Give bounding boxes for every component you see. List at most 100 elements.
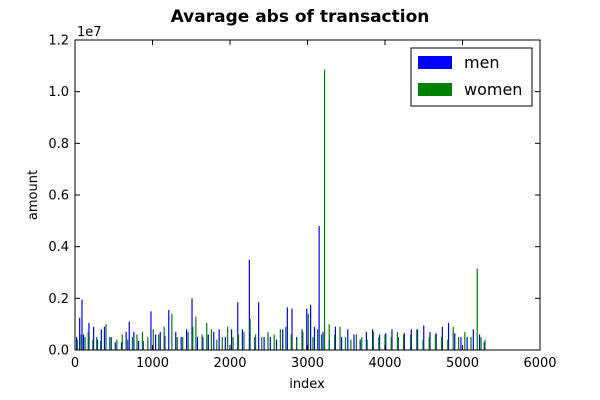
bar-women-39 — [279, 329, 281, 350]
bar-women-24 — [195, 316, 197, 350]
bar-women-38 — [273, 334, 275, 350]
bar-men-52 — [334, 326, 336, 350]
bar-women-7 — [105, 324, 107, 350]
bar-men-21 — [168, 309, 170, 350]
bar-women-3 — [87, 331, 89, 350]
bar-men-37 — [258, 302, 260, 350]
bar-men-13 — [128, 321, 130, 350]
legend-label-women: women — [464, 80, 522, 99]
bar-women-19 — [171, 313, 173, 350]
bar-men-54 — [347, 329, 349, 350]
bar-women-5 — [96, 337, 98, 350]
bar-women-72 — [464, 331, 466, 350]
bar-women-47 — [320, 334, 323, 350]
bar-women-28 — [216, 339, 218, 350]
bar-women-49 — [328, 324, 330, 350]
bar-men-34 — [241, 329, 243, 350]
bar-women-67 — [434, 334, 436, 350]
bar-men-72 — [460, 337, 462, 350]
bar-women-50 — [334, 334, 336, 350]
bar-women-37 — [267, 331, 269, 350]
bar-women-52 — [344, 337, 347, 350]
bar-women-2 — [84, 337, 86, 350]
x-axis-label: index — [289, 377, 325, 392]
bar-women-33 — [243, 331, 245, 350]
bar-women-35 — [254, 334, 257, 350]
bar-women-13 — [136, 334, 138, 350]
bar-women-16 — [152, 329, 154, 350]
bar-women-17 — [158, 334, 160, 350]
bar-women-64 — [416, 329, 418, 350]
bar-women-14 — [141, 331, 144, 350]
bar-women-43 — [302, 331, 304, 350]
bar-women-27 — [210, 329, 212, 350]
bar-men-24 — [186, 329, 188, 350]
bar-men-31 — [224, 337, 226, 350]
bar-men-7 — [100, 329, 102, 350]
bar-men-32 — [230, 329, 233, 350]
bar-women-51 — [339, 326, 341, 350]
bar-women-66 — [428, 337, 430, 350]
bar-women-55 — [361, 337, 363, 350]
x-axis: 0 1000 2000 3000 4000 5000 6000 — [71, 40, 557, 371]
bar-women-1 — [80, 334, 82, 350]
bar-men-57 — [365, 331, 367, 350]
bar-women-8 — [110, 337, 113, 350]
bar-men-5 — [93, 326, 95, 350]
bar-men-53 — [341, 337, 343, 350]
bar-women-25 — [201, 334, 203, 350]
bar-men-67 — [429, 331, 431, 350]
bar-men-35 — [248, 259, 250, 350]
bar-men-3 — [82, 334, 85, 350]
bar-men-22 — [175, 331, 177, 350]
bar-men-15 — [137, 340, 140, 350]
bar-men-66 — [423, 325, 425, 350]
x-tick-label-0: 0 — [71, 356, 79, 371]
bar-women-18 — [163, 326, 165, 350]
bar-women-70 — [452, 326, 454, 350]
bar-women-0 — [76, 339, 78, 350]
bar-men-6 — [96, 339, 99, 350]
bar-women-34 — [249, 319, 251, 350]
bar-women-10 — [121, 334, 123, 350]
bar-men-63 — [403, 333, 405, 350]
bar-women-22 — [187, 331, 189, 350]
bar-men-39 — [269, 337, 271, 350]
x-tick-label-5: 5000 — [446, 356, 479, 371]
bar-men-1 — [79, 317, 81, 350]
bar-men-10 — [114, 342, 116, 350]
bar-men-25 — [191, 298, 193, 350]
bar-women-63 — [409, 334, 412, 350]
y-tick-label-5: 1.0 — [48, 85, 69, 100]
bar-men-68 — [435, 333, 437, 350]
bar-men-14 — [133, 331, 135, 350]
bar-men-62 — [397, 337, 399, 350]
legend-label-men: men — [464, 53, 500, 72]
bar-men-47 — [310, 304, 312, 350]
bar-women-62 — [403, 334, 405, 350]
bar-men-46 — [306, 308, 308, 350]
legend-swatch-women — [418, 83, 452, 96]
bar-women-4 — [92, 339, 94, 350]
bar-men-40 — [275, 339, 278, 350]
bar-women-61 — [396, 331, 398, 350]
x-tick-label-6: 6000 — [523, 356, 556, 371]
y-tick-label-4: 0.8 — [48, 137, 69, 152]
bar-men-49 — [318, 226, 320, 350]
bar-women-11 — [127, 339, 129, 350]
bar-men-74 — [472, 329, 474, 350]
bar-men-65 — [416, 329, 419, 350]
bar-men-50 — [322, 331, 324, 350]
bar-men-64 — [410, 329, 412, 350]
bar-women-69 — [447, 339, 449, 350]
chart-title: Avarage abs of transaction — [171, 7, 430, 27]
bar-men-4 — [88, 322, 90, 351]
y-axis-label: amount — [26, 170, 41, 220]
bar-women-12 — [131, 337, 133, 350]
bar-women-15 — [147, 337, 149, 350]
bar-men-69 — [441, 326, 443, 350]
bar-women-48 — [323, 69, 326, 351]
bar-women-32 — [237, 334, 240, 350]
bar-women-74 — [476, 268, 478, 351]
bar-men-70 — [447, 322, 450, 351]
